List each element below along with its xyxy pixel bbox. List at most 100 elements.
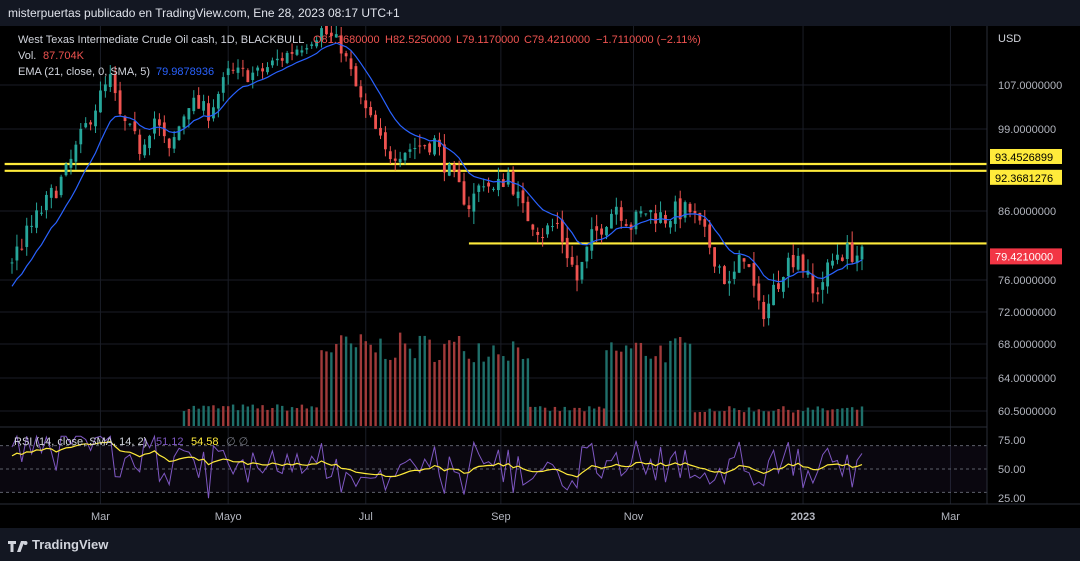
candle-body <box>580 261 584 280</box>
legend-open: O81.1680000 <box>313 34 380 46</box>
rsi-tick-label: 50.00 <box>998 464 1026 476</box>
volume-bar <box>511 341 515 426</box>
candle-body <box>565 237 569 259</box>
candle-body <box>634 211 638 230</box>
candle-body <box>44 194 48 211</box>
candle-body <box>855 255 859 264</box>
volume-bar <box>534 406 537 426</box>
volume-bar <box>669 340 672 426</box>
candle-body <box>413 148 417 150</box>
volume-bar <box>452 341 456 426</box>
volume-bar <box>639 342 643 426</box>
volume-bar <box>285 410 289 426</box>
candle-body <box>25 225 29 247</box>
volume-bar <box>610 342 613 426</box>
level-tag-bg <box>990 148 1062 164</box>
chart-frame[interactable]: 75.00 50.00 25.00 107.0000000 99.0000000 86.… <box>0 18 1080 528</box>
candle-body <box>551 226 554 228</box>
time-axis[interactable]: Mar Mayo Jul Sep Nov 2023 Mar <box>0 503 1080 523</box>
candle-body <box>791 254 795 268</box>
volume-bar <box>821 408 824 426</box>
candle-body <box>860 246 864 260</box>
volume-bar <box>664 362 667 426</box>
rsi-pane: 75.00 50.00 25.00 <box>0 434 1026 505</box>
volume-bar <box>315 407 318 426</box>
candle-body <box>526 201 530 222</box>
candle-body <box>49 187 53 198</box>
candle-body <box>703 219 707 227</box>
candle-body <box>742 258 746 262</box>
volume-bar <box>359 334 363 426</box>
candle-body <box>266 67 269 73</box>
volume-bar <box>428 339 431 426</box>
volume-bar <box>217 408 220 426</box>
volume-bar <box>568 410 571 426</box>
candle-body <box>10 262 14 264</box>
volume-bar <box>548 410 552 426</box>
candle-body <box>845 243 849 260</box>
volume-bar <box>644 355 648 426</box>
candle-body <box>649 210 653 213</box>
volume-bar <box>708 408 711 426</box>
candle-body <box>433 138 436 155</box>
volume-bar <box>339 335 343 426</box>
candle-body <box>497 178 500 191</box>
chart-svg[interactable]: 75.00 50.00 25.00 107.0000000 99.0000000 86.… <box>0 18 1080 528</box>
candle-body <box>15 246 19 261</box>
candle-body <box>683 202 687 218</box>
volume-bar <box>408 348 412 426</box>
volume-bar <box>364 341 367 426</box>
volume-bar <box>703 411 706 426</box>
level-tag-label: 92.3681276 <box>995 173 1053 185</box>
candle-body <box>555 222 559 224</box>
candle-body <box>821 282 825 290</box>
candle-body <box>781 277 785 292</box>
volume-bar <box>777 408 780 426</box>
volume-bar <box>553 406 557 426</box>
rsi-ma-line <box>11 440 863 478</box>
volume-bar <box>389 359 392 426</box>
tradingview-footer[interactable]: TradingView <box>8 537 108 552</box>
volume-bar <box>448 340 451 426</box>
volume-bar <box>583 411 586 426</box>
horizontal-levels[interactable] <box>4 162 987 245</box>
price-tick-label: 86.0000000 <box>998 206 1056 218</box>
volume-bar <box>752 411 756 426</box>
candle-body <box>452 164 456 172</box>
level-tag-label: 93.4526899 <box>995 152 1053 164</box>
candle-body <box>162 122 166 137</box>
volume-bar <box>207 406 210 426</box>
volume-bar <box>462 351 466 426</box>
price-tick-label: 60.5000000 <box>998 406 1056 418</box>
candle-body <box>216 93 220 109</box>
candle-body <box>639 211 643 214</box>
candle-body <box>167 138 171 149</box>
volume-bar <box>300 404 304 426</box>
volume-bar <box>683 342 687 426</box>
candle-body <box>182 116 186 128</box>
candle-body <box>777 283 780 290</box>
candle-body <box>492 188 495 190</box>
volume-bar <box>588 406 591 426</box>
volume-bar <box>443 343 446 426</box>
volume-bar <box>605 350 608 426</box>
rsi-tick-label: 75.00 <box>998 435 1026 447</box>
candle-body <box>89 122 93 125</box>
candle-body <box>128 123 132 125</box>
volume-bar <box>558 411 562 426</box>
candle-body <box>595 226 599 231</box>
volume-bar <box>529 406 532 426</box>
legend-ema-label: EMA (21, close, 0, SMA, 5) <box>18 66 150 78</box>
legend-high: H82.5250000 <box>385 34 451 46</box>
tradingview-brand: TradingView <box>32 537 109 552</box>
candle-body <box>850 242 854 262</box>
candle-body <box>290 52 294 54</box>
candle-body <box>108 74 112 88</box>
legend-ema-value: 79.9878936 <box>156 66 214 78</box>
candle-body <box>354 66 358 87</box>
volume-bar <box>502 356 505 426</box>
price-axis[interactable]: 107.0000000 99.0000000 86.0000000 76.000000… <box>986 26 1062 504</box>
candle-body <box>187 108 191 120</box>
candle-body <box>123 116 127 122</box>
volume-bar <box>602 408 606 426</box>
